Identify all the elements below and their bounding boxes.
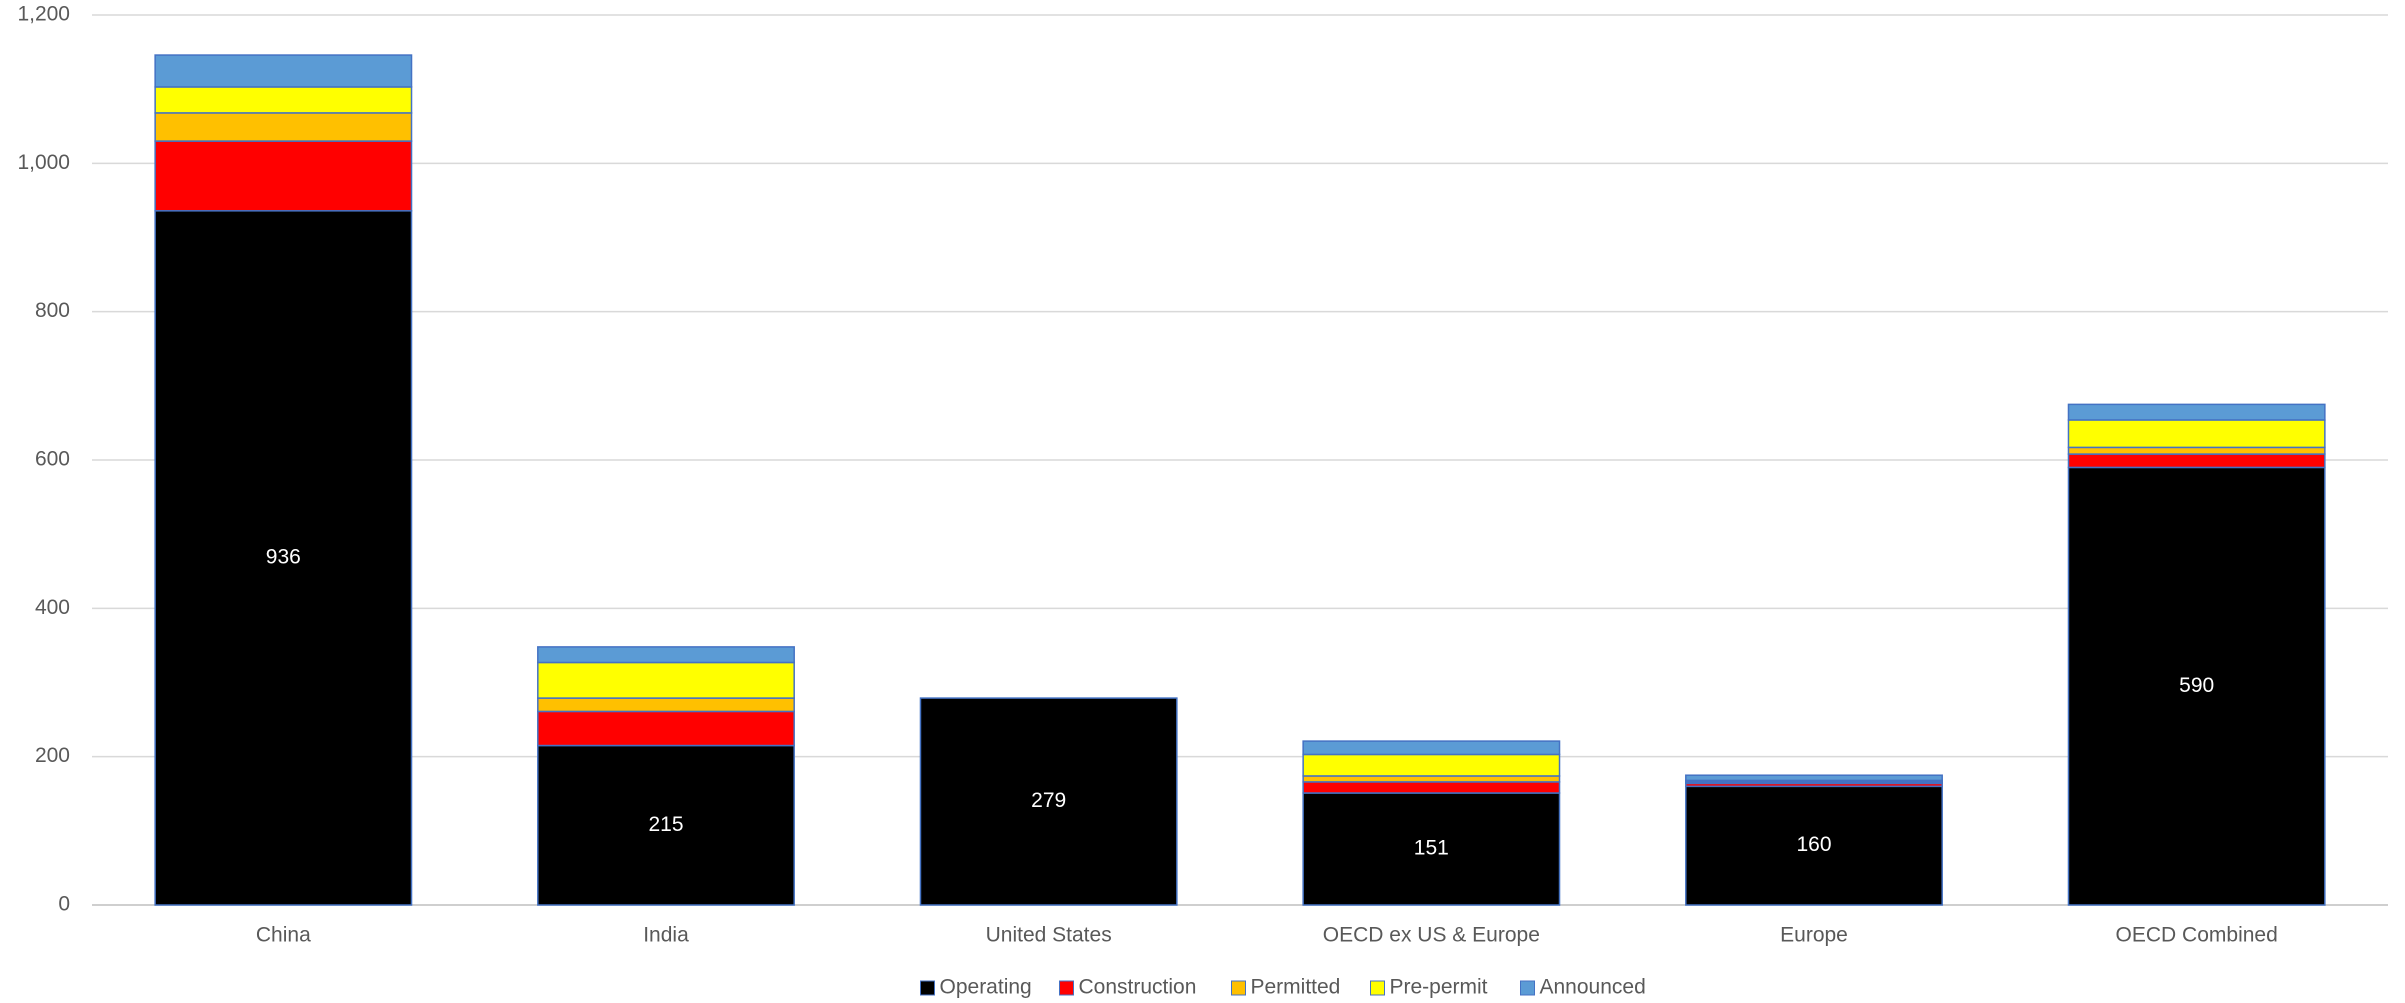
bar-segment [1685, 774, 1943, 782]
bar-segment [1302, 792, 1561, 906]
bar-segment [2067, 466, 2326, 906]
bar-segment [537, 646, 795, 664]
data-label: 215 [648, 813, 683, 836]
data-label: 590 [2179, 674, 2214, 697]
y-tick-label: 400 [35, 596, 70, 619]
bar-segment [1685, 785, 1943, 906]
x-tick-label: United States [986, 924, 1112, 947]
bar-segment [2067, 453, 2326, 469]
legend-label: Operating [940, 976, 1032, 999]
y-tick-label: 200 [35, 744, 70, 767]
bar-segment [2067, 419, 2326, 449]
legend-swatch [1059, 980, 1074, 996]
bar-segment [154, 140, 413, 212]
bar-segment [1302, 781, 1561, 794]
y-tick-label: 0 [58, 893, 70, 916]
y-tick-label: 600 [35, 448, 70, 471]
y-tick-label: 1,000 [17, 151, 70, 174]
x-tick-label: China [256, 924, 311, 947]
bar-segment [537, 710, 795, 747]
bar-segment [1302, 775, 1561, 783]
legend-label: Permitted [1251, 976, 1341, 999]
data-label: 160 [1796, 833, 1831, 856]
y-tick-label: 800 [35, 299, 70, 322]
y-tick-label: 1,200 [17, 3, 70, 26]
bar-segment [154, 112, 413, 142]
legend-swatch [1370, 980, 1385, 996]
bar-segment [1302, 753, 1561, 777]
bar-segment [2067, 446, 2326, 455]
data-label: 151 [1414, 837, 1449, 860]
legend-label: Announced [1540, 976, 1646, 999]
bar-segment [919, 697, 1178, 906]
bar-segment [2067, 403, 2326, 421]
x-tick-label: Europe [1780, 924, 1848, 947]
data-label: 936 [266, 545, 301, 568]
legend-swatch [920, 980, 935, 996]
x-tick-label: OECD ex US & Europe [1323, 924, 1540, 947]
data-label: 279 [1031, 789, 1066, 812]
bar-segment [154, 210, 413, 906]
bar-segment [1302, 740, 1561, 756]
x-tick-label: OECD Combined [2116, 924, 2278, 947]
bar-segment [537, 697, 795, 713]
x-tick-label: India [643, 924, 689, 947]
bar-segment [537, 744, 795, 906]
legend-label: Pre-permit [1390, 976, 1488, 999]
legend-swatch [1520, 980, 1535, 996]
legend-swatch [1231, 980, 1246, 996]
bar-segment [154, 86, 413, 114]
bar-segment [154, 54, 413, 88]
bar-segment [537, 661, 795, 699]
legend-label: Construction [1079, 976, 1197, 999]
